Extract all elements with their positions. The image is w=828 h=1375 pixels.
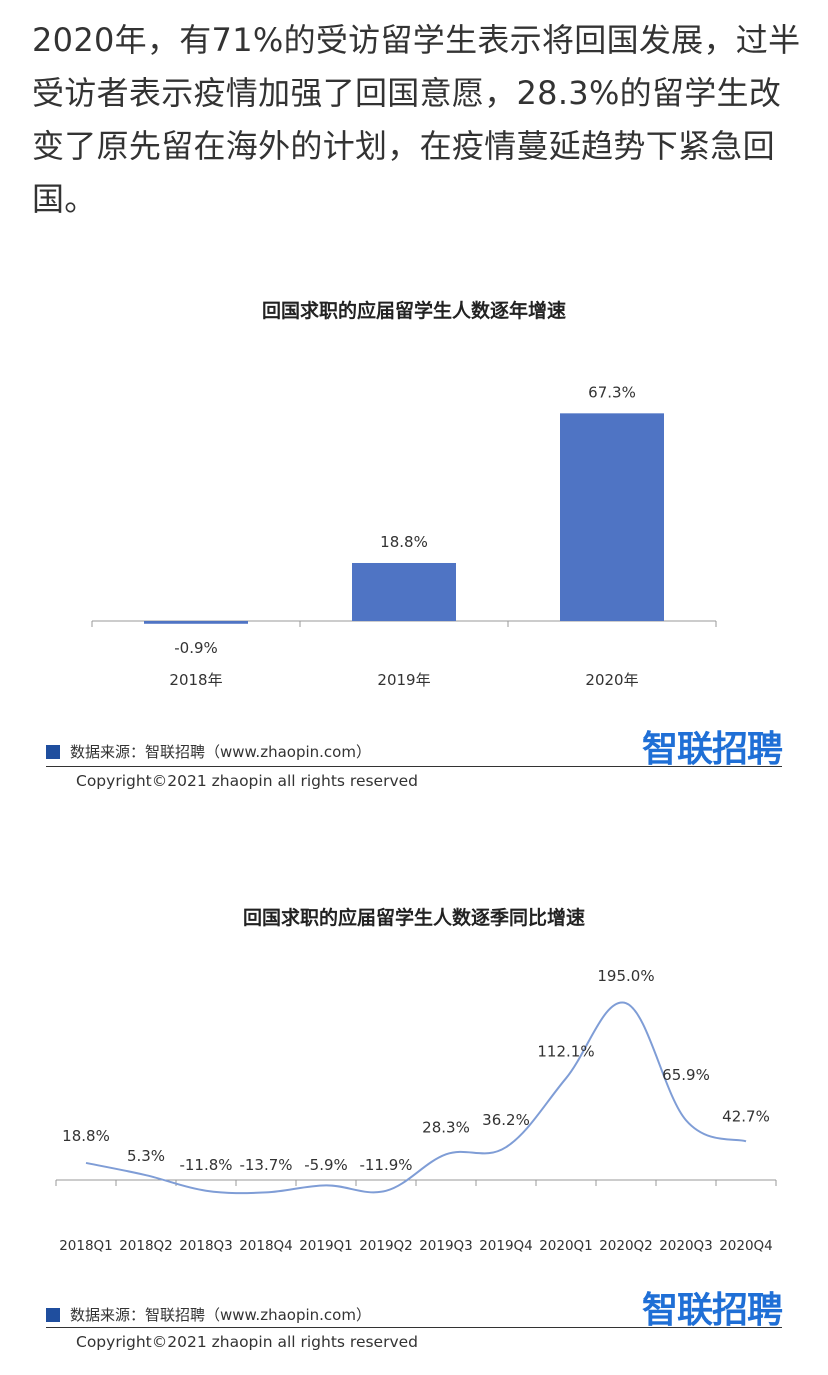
data-label: 195.0% — [597, 967, 654, 985]
bar — [144, 621, 248, 624]
x-tick-label: 2019年 — [377, 671, 430, 689]
data-label: 28.3% — [422, 1118, 470, 1136]
series-line — [85, 1001, 747, 1195]
data-label: 65.9% — [662, 1066, 710, 1084]
source-marker-icon — [46, 745, 60, 759]
zhaopin-logo: 智联招聘 — [641, 1290, 783, 1331]
x-tick-label: 2020Q3 — [659, 1238, 713, 1254]
data-label: -5.9% — [304, 1156, 348, 1174]
data-label: 67.3% — [588, 383, 636, 401]
line-chart-source: 数据来源：智联招聘（www.zhaopin.com） — [46, 1305, 782, 1328]
data-label: 18.8% — [380, 533, 428, 551]
data-label: 112.1% — [537, 1042, 594, 1060]
zhaopin-logo: 智联招聘 — [641, 729, 783, 770]
source-text: 数据来源：智联招聘（www.zhaopin.com） — [70, 743, 371, 761]
data-label: 42.7% — [722, 1107, 770, 1125]
x-tick-label: 2019Q4 — [479, 1238, 533, 1254]
x-tick-label: 2018Q1 — [59, 1238, 113, 1254]
source-marker-icon — [46, 1308, 60, 1322]
bar — [560, 413, 664, 621]
line-chart: 18.8% 2018Q1 5.3% 2018Q2 -11.8% 2018Q3 -13.7% 2… — [55, 967, 777, 1254]
x-tick-label: 2020年 — [585, 671, 638, 689]
data-label: -11.9% — [359, 1156, 412, 1174]
copyright-text: Copyright©2021 zhaopin all rights reserv… — [76, 1333, 419, 1351]
x-tick-label: 2020Q2 — [599, 1238, 653, 1254]
x-tick-label: 2019Q1 — [299, 1238, 353, 1254]
bar-chart-source: 数据来源：智联招聘（www.zhaopin.com） — [46, 742, 782, 767]
source-text: 数据来源：智联招聘（www.zhaopin.com） — [70, 1306, 371, 1324]
bar — [352, 562, 456, 621]
data-label: 5.3% — [127, 1147, 165, 1165]
x-tick-label: 2018Q2 — [119, 1238, 173, 1254]
data-label: -0.9% — [174, 639, 218, 657]
x-tick-label: 2018Q4 — [239, 1238, 293, 1254]
bar-chart: -0.9% 2018年 18.8% 2019年 67.3% 2020年 — [91, 383, 717, 689]
x-tick-label: 2019Q3 — [419, 1238, 473, 1254]
x-tick-label: 2018Q3 — [179, 1238, 233, 1254]
data-label: 36.2% — [482, 1111, 530, 1129]
article-paragraph: 2020年，有71%的受访留学生表示将回国发展，过半受访者表示疫情加强了回国意愿… — [32, 21, 801, 218]
x-tick-label: 2020Q4 — [719, 1238, 773, 1254]
x-tick-label: 2020Q1 — [539, 1238, 593, 1254]
data-label: -13.7% — [239, 1156, 292, 1174]
x-tick-label: 2018年 — [169, 671, 222, 689]
line-chart-title: 回国求职的应届留学生人数逐季同比增速 — [242, 907, 585, 929]
data-label: 18.8% — [62, 1127, 110, 1145]
source-divider — [46, 766, 782, 767]
data-label: -11.8% — [179, 1156, 232, 1174]
copyright-text: Copyright©2021 zhaopin all rights reserv… — [76, 772, 419, 790]
source-divider — [46, 1327, 782, 1328]
bar-chart-title: 回国求职的应届留学生人数逐年增速 — [261, 300, 566, 322]
x-tick-label: 2019Q2 — [359, 1238, 413, 1254]
